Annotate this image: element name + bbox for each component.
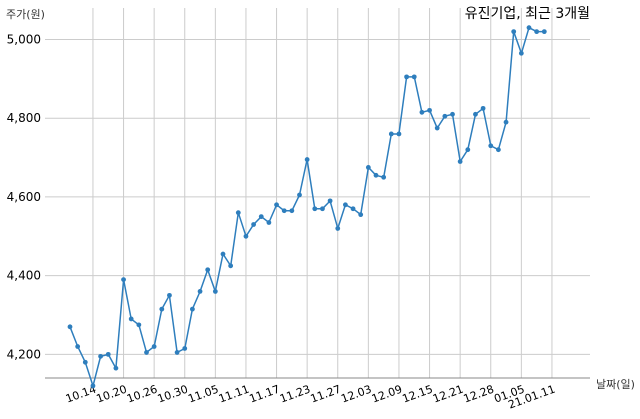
data-point — [243, 233, 249, 239]
data-point — [427, 107, 432, 113]
data-point — [159, 306, 165, 312]
y-tick-labels: 4,200 4,400 4,600 4,800 5,000 — [7, 32, 41, 361]
data-point — [82, 359, 88, 365]
data-point — [388, 131, 394, 137]
data-point — [266, 220, 272, 225]
data-point — [434, 125, 440, 131]
data-point — [358, 212, 364, 218]
data-point — [541, 29, 547, 35]
data-point — [289, 208, 295, 214]
data-point — [205, 267, 211, 273]
data-point — [128, 316, 134, 322]
x-tick-label: 11.17 — [248, 383, 282, 406]
x-tick-label: 11.05 — [186, 383, 220, 406]
y-tick-label: 4,800 — [7, 111, 41, 125]
data-point — [312, 206, 318, 212]
data-point — [350, 206, 356, 212]
x-gridlines — [92, 8, 553, 378]
data-point — [113, 365, 119, 371]
data-point — [473, 111, 478, 117]
x-tick-label: 12.21 — [431, 383, 465, 406]
data-point — [480, 105, 486, 111]
y-tick-label: 4,400 — [7, 269, 41, 283]
data-point — [335, 226, 341, 231]
x-tick-label: 11.27 — [309, 383, 343, 406]
y-tick-label: 5,000 — [7, 32, 41, 46]
data-point — [105, 351, 111, 357]
data-point — [174, 350, 180, 355]
x-tick-label: 10.20 — [95, 383, 129, 406]
data-point — [251, 222, 256, 227]
data-point — [297, 192, 302, 198]
data-point — [511, 29, 517, 35]
data-point — [404, 74, 409, 80]
data-point — [220, 251, 226, 257]
y-gridlines — [45, 38, 590, 355]
x-tick-label: 10.30 — [156, 383, 190, 406]
data-point — [167, 292, 172, 298]
data-point — [396, 131, 402, 137]
data-point — [182, 346, 188, 351]
x-tick-label: 12.15 — [401, 383, 435, 406]
data-point — [281, 208, 287, 214]
data-point — [98, 353, 103, 359]
data-point — [197, 289, 203, 294]
data-point — [457, 159, 463, 164]
x-tick-label: 10.26 — [125, 383, 159, 406]
data-point — [320, 206, 325, 212]
data-point — [496, 147, 501, 153]
data-point — [136, 322, 142, 328]
data-point — [235, 210, 241, 216]
x-axis-label: 날짜(일) — [596, 377, 635, 391]
x-tick-label: 11.11 — [217, 383, 251, 406]
x-tick-label: 12.09 — [370, 383, 404, 406]
data-point — [144, 350, 149, 355]
x-tick-labels: 10.1410.2010.2610.3011.0511.1111.1711.23… — [64, 383, 557, 412]
data-point — [75, 344, 81, 349]
data-point — [534, 29, 540, 35]
chart-title: 유진기업, 최근 3개월 — [465, 6, 590, 22]
data-point — [343, 202, 348, 208]
data-point — [228, 263, 234, 269]
data-point — [465, 147, 471, 153]
data-point — [274, 202, 279, 208]
data-point — [258, 214, 264, 220]
x-tick-label: 11.23 — [278, 383, 312, 406]
data-point — [381, 174, 387, 180]
y-axis-label: 주가(원) — [6, 8, 45, 21]
data-point — [121, 277, 126, 282]
x-tick-label: 12.03 — [339, 383, 373, 406]
data-point — [373, 172, 379, 178]
data-point — [526, 25, 532, 31]
x-tick-label: 12.28 — [462, 383, 496, 406]
data-point — [488, 143, 494, 149]
data-point — [365, 165, 371, 170]
data-point — [327, 198, 333, 204]
price-series — [67, 25, 547, 389]
data-point — [411, 74, 417, 80]
data-point — [503, 119, 509, 125]
data-point — [67, 324, 73, 330]
data-point — [518, 50, 524, 56]
y-tick-label: 4,600 — [7, 190, 41, 204]
data-point — [450, 111, 455, 117]
data-point — [90, 383, 96, 389]
y-tick-label: 4,200 — [7, 347, 41, 361]
data-point — [442, 113, 448, 119]
data-point — [419, 109, 425, 115]
data-point — [304, 157, 310, 162]
data-point — [212, 289, 218, 294]
data-point — [190, 306, 195, 312]
data-point — [151, 344, 157, 349]
